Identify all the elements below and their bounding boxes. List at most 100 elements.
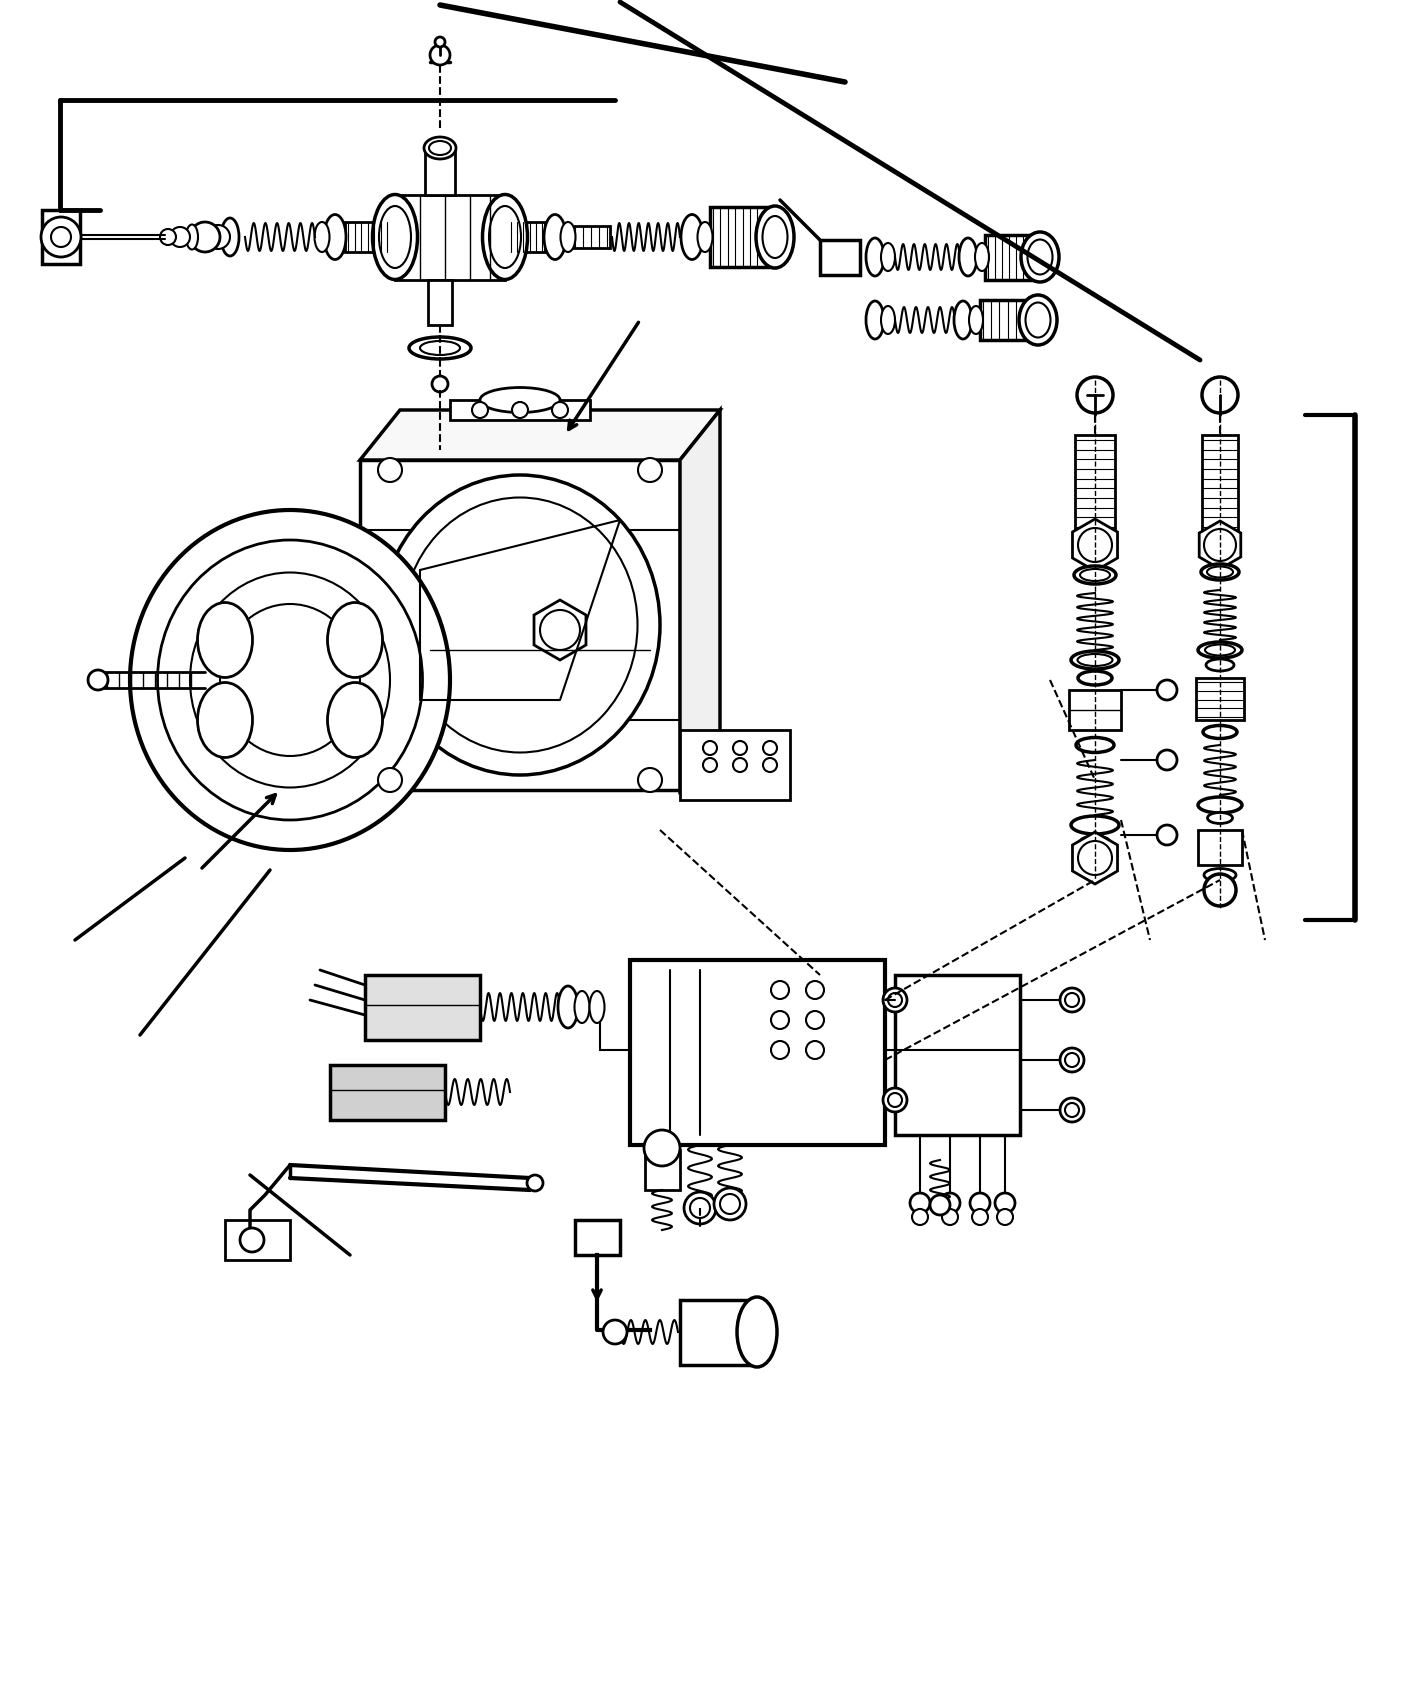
Polygon shape (508, 221, 545, 252)
Ellipse shape (483, 194, 528, 279)
Ellipse shape (1070, 650, 1118, 669)
Circle shape (1156, 681, 1178, 699)
Circle shape (513, 402, 528, 417)
Polygon shape (1073, 833, 1117, 883)
Ellipse shape (429, 140, 450, 155)
Circle shape (472, 402, 489, 417)
Circle shape (378, 458, 402, 481)
Ellipse shape (424, 137, 456, 159)
Ellipse shape (1075, 566, 1115, 584)
Circle shape (1065, 1103, 1079, 1116)
Ellipse shape (955, 301, 971, 339)
Polygon shape (630, 959, 885, 1145)
Ellipse shape (1025, 302, 1051, 338)
Circle shape (970, 1192, 990, 1213)
Circle shape (771, 1040, 789, 1059)
Circle shape (1204, 529, 1236, 561)
Ellipse shape (220, 605, 360, 757)
Circle shape (714, 1187, 746, 1219)
Polygon shape (225, 1219, 289, 1260)
Circle shape (931, 1196, 950, 1214)
Circle shape (527, 1176, 544, 1191)
Circle shape (191, 221, 220, 252)
Ellipse shape (866, 238, 884, 275)
Circle shape (169, 226, 191, 247)
Ellipse shape (191, 573, 390, 787)
Circle shape (378, 768, 402, 792)
Polygon shape (330, 1066, 445, 1120)
Circle shape (88, 671, 107, 691)
Circle shape (1156, 824, 1178, 844)
Circle shape (888, 1093, 902, 1106)
Ellipse shape (130, 510, 450, 850)
Polygon shape (681, 410, 720, 790)
Ellipse shape (1080, 836, 1110, 848)
Ellipse shape (380, 475, 659, 775)
Ellipse shape (1077, 671, 1113, 686)
Ellipse shape (315, 221, 329, 252)
Polygon shape (895, 975, 1019, 1135)
Circle shape (432, 377, 448, 392)
Circle shape (435, 37, 445, 47)
Circle shape (1202, 377, 1238, 414)
Ellipse shape (1207, 812, 1233, 824)
Circle shape (690, 1198, 710, 1218)
Ellipse shape (589, 991, 604, 1024)
Ellipse shape (1204, 868, 1236, 882)
Polygon shape (450, 400, 590, 421)
Ellipse shape (1203, 726, 1237, 738)
Circle shape (942, 1209, 957, 1225)
Circle shape (806, 1012, 825, 1029)
Circle shape (1077, 377, 1113, 414)
Polygon shape (681, 1301, 755, 1365)
Ellipse shape (866, 301, 884, 339)
Ellipse shape (969, 306, 983, 334)
Ellipse shape (976, 243, 988, 270)
Ellipse shape (480, 387, 561, 412)
Polygon shape (986, 235, 1041, 280)
Circle shape (771, 1012, 789, 1029)
Ellipse shape (1202, 564, 1238, 579)
Circle shape (733, 741, 747, 755)
Ellipse shape (328, 682, 383, 757)
Ellipse shape (1076, 738, 1114, 753)
Ellipse shape (158, 540, 422, 819)
Ellipse shape (373, 194, 418, 279)
Circle shape (882, 988, 907, 1012)
Ellipse shape (186, 225, 198, 250)
Circle shape (909, 1192, 931, 1213)
Polygon shape (345, 221, 390, 252)
Circle shape (41, 216, 80, 257)
Ellipse shape (544, 215, 566, 260)
Circle shape (206, 225, 230, 248)
Polygon shape (1069, 691, 1121, 730)
Polygon shape (980, 301, 1035, 339)
Ellipse shape (1206, 659, 1234, 671)
Ellipse shape (881, 306, 895, 334)
Circle shape (1077, 841, 1113, 875)
Polygon shape (428, 280, 452, 324)
Ellipse shape (419, 341, 460, 355)
Ellipse shape (489, 206, 521, 269)
Circle shape (638, 458, 662, 481)
Ellipse shape (681, 215, 703, 260)
Circle shape (644, 1130, 681, 1165)
Ellipse shape (198, 603, 253, 677)
Circle shape (160, 230, 176, 245)
Ellipse shape (323, 215, 346, 260)
Circle shape (431, 46, 450, 64)
Ellipse shape (222, 218, 239, 257)
Ellipse shape (737, 1297, 777, 1366)
Circle shape (51, 226, 71, 247)
Polygon shape (360, 459, 681, 790)
Polygon shape (364, 975, 480, 1040)
Circle shape (720, 1194, 740, 1214)
Circle shape (638, 768, 662, 792)
Ellipse shape (1070, 816, 1118, 834)
Polygon shape (395, 194, 505, 280)
Polygon shape (710, 208, 775, 267)
Circle shape (1060, 1047, 1084, 1073)
Ellipse shape (1197, 797, 1243, 812)
Polygon shape (575, 1219, 620, 1255)
Ellipse shape (409, 338, 472, 360)
